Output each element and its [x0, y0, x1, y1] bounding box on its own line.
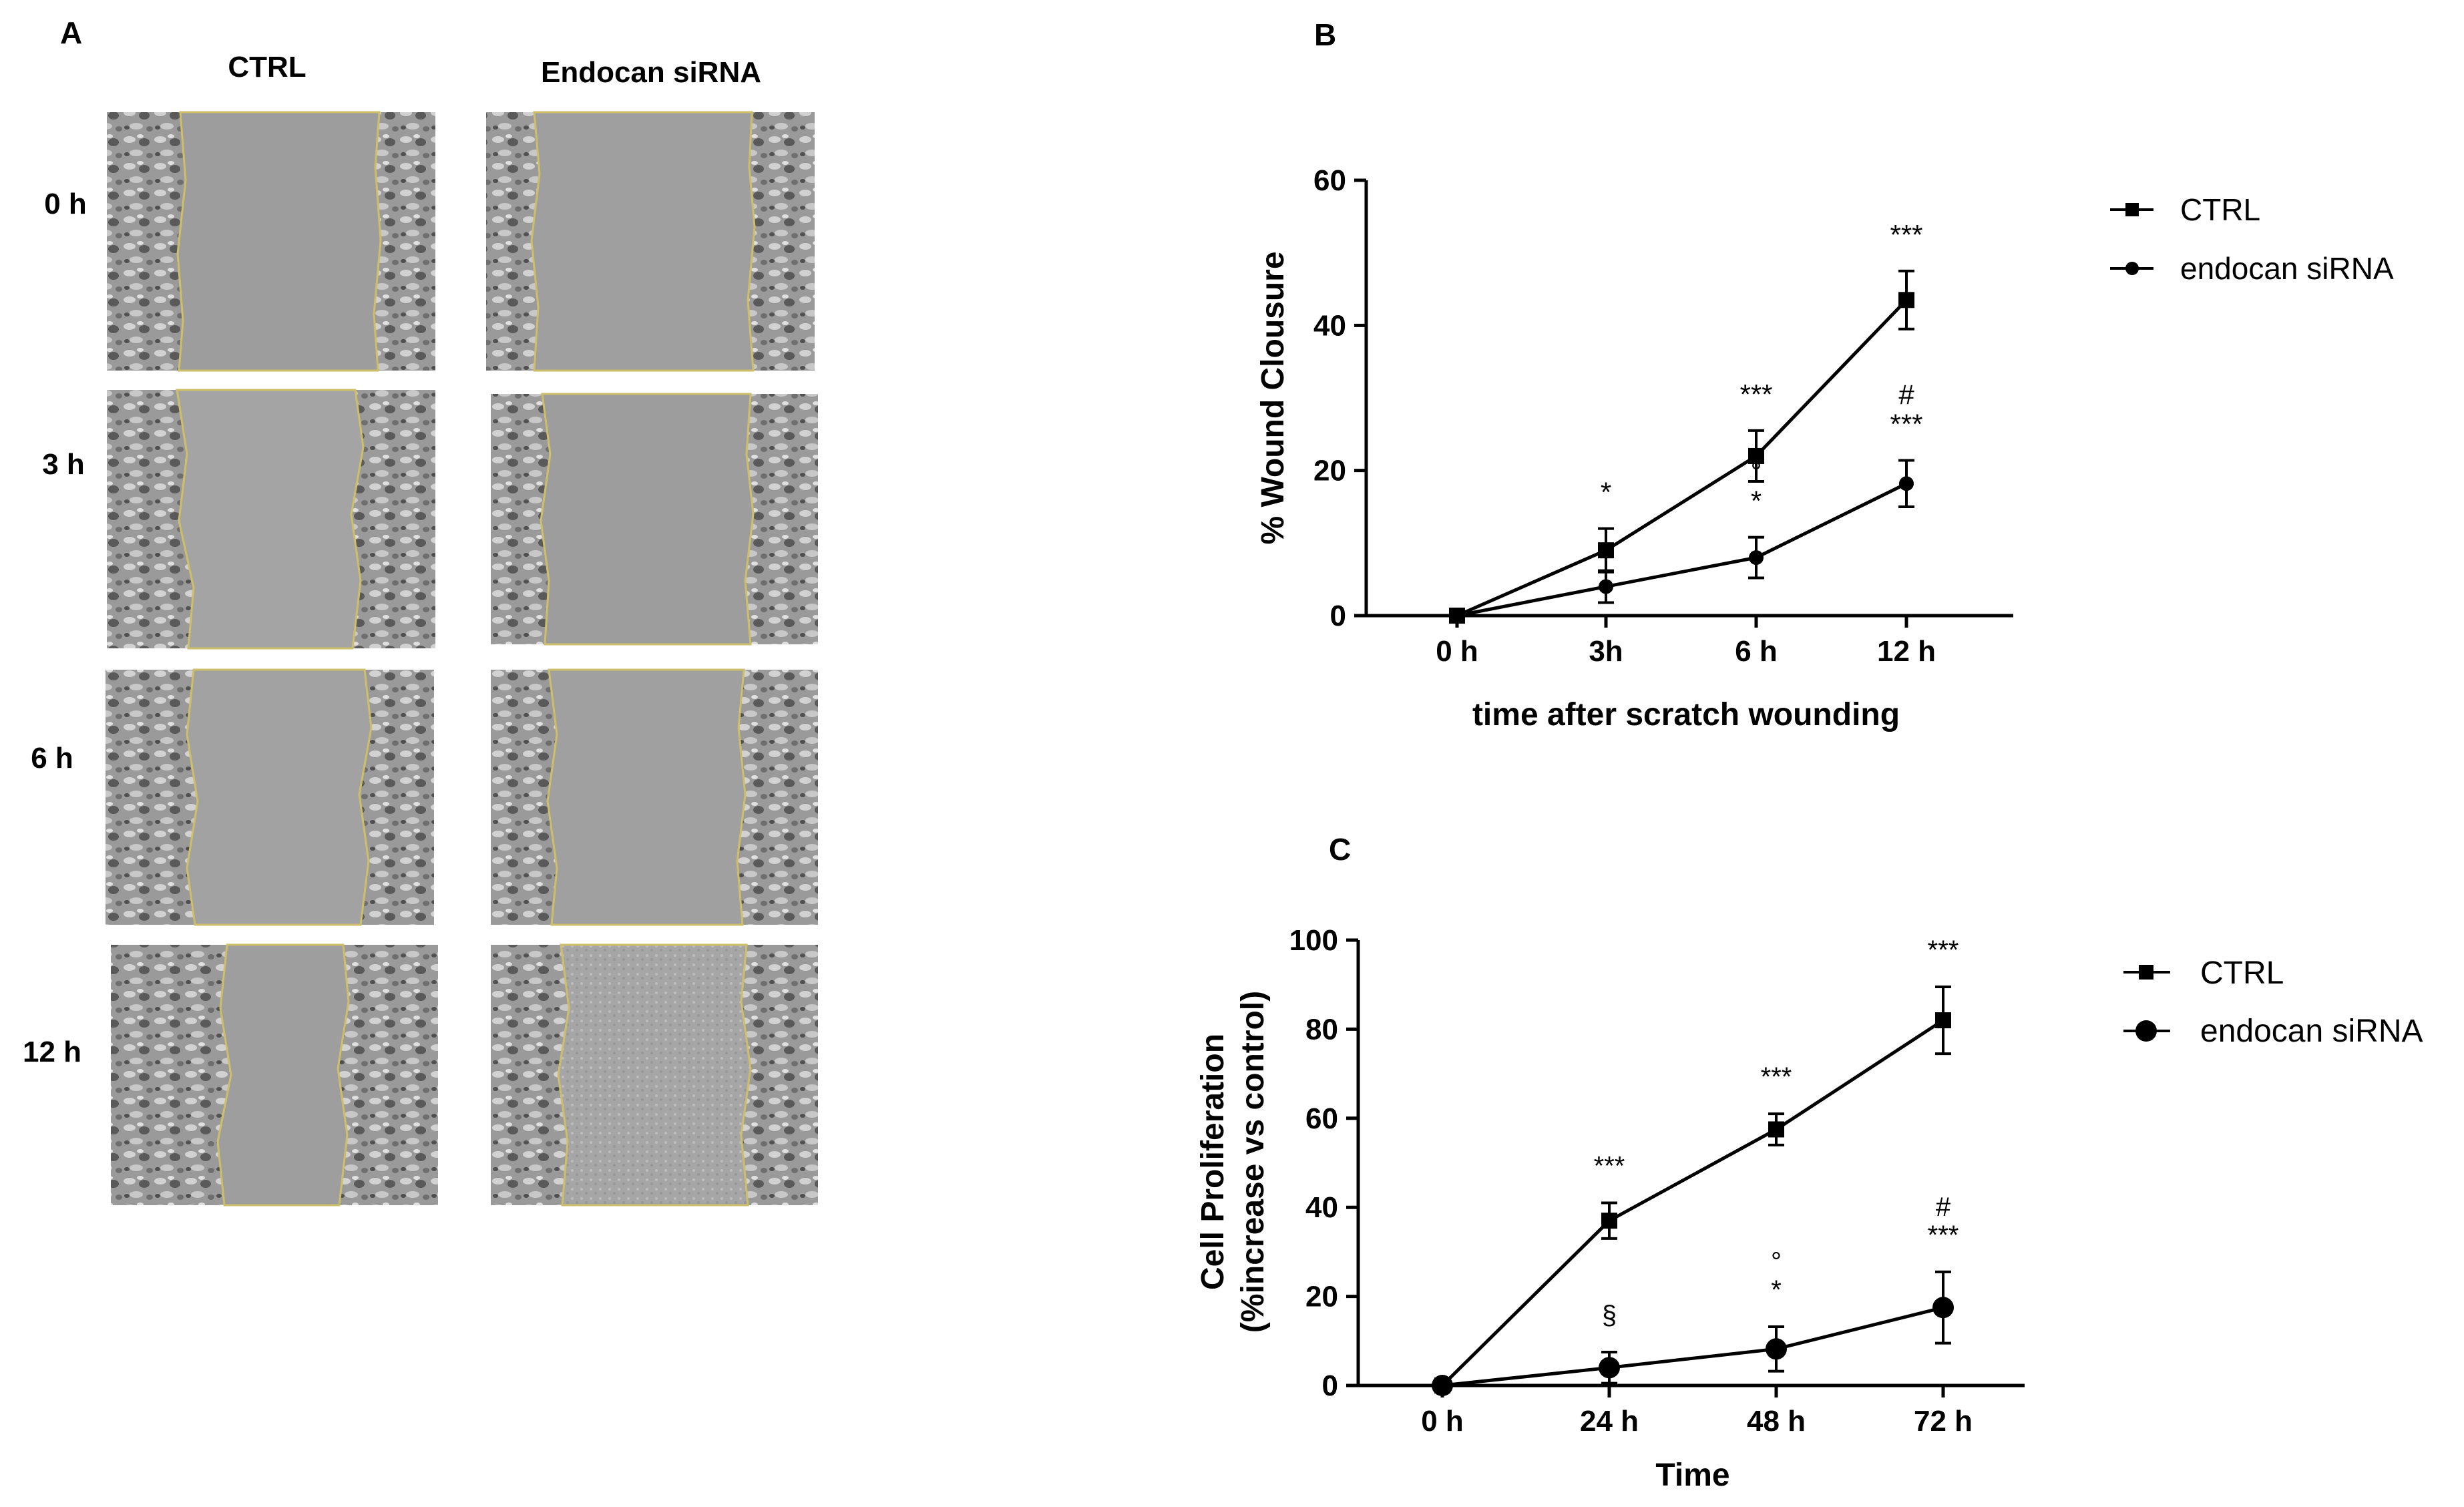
series-endocan-sirna: [1450, 459, 1914, 623]
row-label-3h: 3 h: [42, 448, 85, 481]
micrograph-ctrl-12h: [111, 943, 438, 1207]
legend: CTRL endocan siRNA: [2110, 192, 2394, 286]
row-label-12h: 12 h: [23, 1036, 81, 1068]
legend-label-ctrl: CTRL: [2200, 955, 2284, 991]
y-axis-label-line1: Cell Proliferation: [1195, 1034, 1231, 1290]
x-tick-label: 24 h: [1580, 1405, 1639, 1438]
y-tick-label: 60: [1313, 164, 1346, 197]
y-tick-label: 0: [1330, 600, 1346, 632]
legend: CTRL endocan siRNA: [2123, 955, 2423, 1049]
row-label-0h: 0 h: [44, 188, 87, 220]
data-point: [1766, 1338, 1787, 1360]
series-line: [1456, 298, 1908, 618]
annotation-text: *: [1771, 1275, 1782, 1305]
annotation-text: *: [1601, 477, 1611, 508]
data-point: [1601, 1213, 1617, 1229]
x-tick-label: 12 h: [1877, 635, 1936, 668]
panel-b-label: B: [1314, 17, 1336, 52]
data-point: [1932, 1297, 1954, 1319]
data-point: [1598, 542, 1614, 559]
legend-marker-endocan: [2125, 262, 2139, 275]
annotation-text: ***: [1890, 219, 1922, 250]
y-tick-label: 0: [1322, 1369, 1338, 1402]
significance-annotations: *******°*#***: [1601, 219, 1923, 517]
micrograph-endocan-3h: [491, 393, 818, 646]
x-axis-label: time after scratch wounding: [1472, 697, 1900, 732]
y-tick-label: 60: [1305, 1102, 1338, 1135]
series-ctrl: [1434, 986, 1951, 1393]
y-tick-label: 40: [1305, 1191, 1338, 1224]
legend-label-ctrl: CTRL: [2180, 192, 2260, 227]
data-point: [1599, 1357, 1620, 1379]
annotation-text: ***: [1739, 379, 1772, 410]
legend-marker-ctrl: [2139, 965, 2153, 980]
x-tick-label: 48 h: [1747, 1405, 1806, 1438]
annotation-text: °: [1751, 456, 1762, 487]
micrograph-endocan-0h: [486, 111, 815, 372]
x-tick-label: 0 h: [1421, 1405, 1464, 1438]
data-point: [1749, 550, 1764, 566]
data-point: [1898, 292, 1914, 308]
legend-marker-endocan: [2135, 1020, 2157, 1042]
legend-label-endocan: endocan siRNA: [2200, 1014, 2423, 1049]
x-tick-label: 6 h: [1735, 635, 1778, 668]
series-ctrl: [1449, 269, 1914, 624]
legend-label-endocan: endocan siRNA: [2180, 251, 2394, 286]
series-group: [1432, 986, 1954, 1396]
data-point: [1599, 579, 1613, 594]
annotation-text: #: [1936, 1193, 1951, 1222]
data-point: [1935, 1012, 1951, 1029]
series-line: [1441, 1018, 1944, 1387]
data-point: [1748, 447, 1764, 464]
annotation-text: §: [1602, 1301, 1617, 1330]
data-point: [1899, 476, 1914, 491]
micrograph-ctrl-6h: [106, 668, 434, 926]
panel-a-micrographs: A CTRL Endocan siRNA 0 h 3 h 6 h 12 h: [23, 15, 818, 1207]
y-axis-ticks: 0 20 40 60 80 100: [1289, 924, 1358, 1402]
panel-c-cell-proliferation-chart: C 0 20 40 60 80 100 0 h 24 h 48 h 72 h Time Cell…: [1195, 832, 2423, 1493]
series-line: [1442, 1305, 1944, 1387]
annotation-text: ***: [1761, 1062, 1792, 1092]
annotation-text: #: [1898, 379, 1914, 410]
micrograph-endocan-12h: [491, 943, 818, 1207]
annotation-text: *: [1751, 485, 1762, 517]
micrograph-endocan-6h: [491, 668, 818, 926]
legend-marker-ctrl: [2125, 203, 2139, 216]
data-point: [1432, 1375, 1453, 1396]
annotation-text: °: [1771, 1247, 1782, 1277]
annotation-text: ***: [1928, 935, 1959, 965]
y-axis-label: % Wound Clousure: [1255, 251, 1291, 544]
series-line: [1456, 481, 1908, 618]
panel-b-wound-closure-chart: B 0 20 40 60 0 h 3h 6 h 12 h time after scratc…: [1255, 17, 2394, 732]
significance-annotations: *********§°*#***: [1594, 935, 1959, 1330]
y-tick-label: 80: [1305, 1013, 1338, 1046]
panel-c-label: C: [1329, 832, 1351, 867]
y-axis-label-line2: (%increase vs control): [1235, 991, 1271, 1333]
x-axis-ticks: 0 h 3h 6 h 12 h: [1436, 616, 1936, 668]
column-header-endocan-sirna: Endocan siRNA: [541, 56, 761, 89]
y-axis-ticks: 0 20 40 60: [1313, 164, 1366, 632]
x-axis-label: Time: [1655, 1458, 1729, 1493]
row-label-6h: 6 h: [31, 742, 73, 775]
y-tick-label: 20: [1305, 1281, 1338, 1313]
annotation-text: ***: [1928, 1221, 1959, 1250]
x-tick-label: 72 h: [1914, 1405, 1973, 1438]
micrograph-ctrl-3h: [107, 389, 435, 650]
annotation-text: ***: [1594, 1152, 1625, 1181]
y-tick-label: 20: [1313, 455, 1346, 487]
series-endocan-sirna: [1432, 1270, 1954, 1396]
data-point: [1768, 1121, 1784, 1138]
y-tick-label: 100: [1289, 924, 1338, 957]
annotation-text: ***: [1890, 408, 1922, 439]
x-tick-label: 0 h: [1436, 635, 1478, 668]
y-tick-label: 40: [1313, 309, 1346, 342]
micrograph-ctrl-0h: [107, 111, 435, 372]
data-point: [1450, 608, 1464, 623]
panel-a-label: A: [60, 15, 82, 50]
x-axis-ticks: 0 h 24 h 48 h 72 h: [1421, 1385, 1973, 1438]
column-header-ctrl: CTRL: [228, 51, 306, 83]
series-group: [1449, 269, 1914, 624]
x-tick-label: 3h: [1589, 635, 1623, 668]
